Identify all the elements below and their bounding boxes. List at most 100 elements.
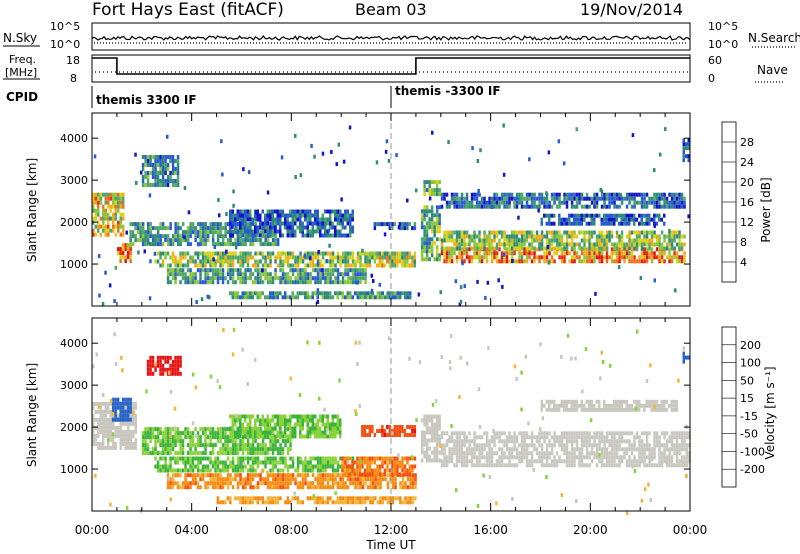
heatmap-cell [369,496,372,501]
heatmap-cell [174,183,177,187]
heatmap-cell [299,209,302,214]
heatmap-cell [396,468,399,473]
heatmap-cell [439,290,442,295]
heatmap-cell [490,230,494,235]
heatmap-cell [251,485,255,490]
heatmap-cell [154,183,157,187]
heatmap-cell [274,422,277,427]
heatmap-cell [488,234,491,239]
heatmap-cell [286,434,289,439]
heatmap-cell [455,230,459,235]
heatmap-cell [174,272,177,277]
heatmap-cell [600,246,604,251]
heatmap-cell [381,429,384,433]
heatmap-cell [435,442,439,447]
heatmap-cell [388,251,392,256]
heatmap-cell [613,213,616,218]
heatmap-cell [156,163,160,167]
heatmap-cell [211,226,215,231]
heatmap-cell [119,409,122,414]
heatmap-cell [291,460,295,465]
heatmap-cell [665,200,669,205]
heatmap-cell [211,268,215,273]
heatmap-cell [366,433,369,437]
heatmap-cell [450,439,454,444]
heatmap-cell [331,464,335,469]
heatmap-cell [231,242,235,247]
heatmap-cell [341,496,345,501]
heatmap-cell [583,217,586,222]
heatmap-cell [500,230,504,235]
heatmap-cell [583,242,586,247]
heatmap-cell [443,234,446,239]
heatmap-cell [214,485,217,490]
heatmap-cell [236,259,240,264]
heatmap-cell [176,435,180,440]
heatmap-cell [635,200,639,205]
heatmap-cell [583,255,586,260]
heatmap-cell [176,226,180,231]
heatmap-cell [251,464,255,469]
heatmap-cell [610,200,614,205]
heatmap-cell [349,233,352,238]
heatmap-cell [414,485,417,490]
heatmap-cell [226,485,230,490]
heatmap-cell [503,192,506,197]
heatmap-cell [575,255,579,260]
heatmap-cell [229,439,232,444]
heatmap-cell [321,251,325,256]
heatmap-cell [114,401,117,406]
heatmap-cell [324,280,327,285]
heatmap-cell [151,447,155,452]
heatmap-cell [159,238,162,243]
heatmap-cell [575,234,579,239]
heatmap-cell [578,221,581,226]
heatmap-cell [321,500,325,505]
heatmap-cell [465,196,469,201]
heatmap-cell [394,481,397,486]
heatmap-cell [134,421,137,426]
heatmap-cell [346,500,350,505]
heatmap-cell [284,225,287,230]
heatmap-cell [440,238,444,243]
heatmap-cell [376,468,379,473]
heatmap-cell [687,142,690,147]
heatmap-cell [520,443,524,448]
heatmap-cell [306,225,309,230]
heatmap-cell [339,430,342,435]
heatmap-cell [361,291,364,296]
heatmap-cell [144,234,147,239]
heatmap-cell [396,259,399,264]
heatmap-cell [331,221,334,226]
heatmap-cell [279,291,282,296]
heatmap-cell [548,246,551,251]
heatmap-cell [373,456,377,461]
heatmap-cell [309,430,312,435]
heatmap-cell [156,431,160,436]
heatmap-cell [114,445,117,450]
heatmap-cell [573,217,576,222]
heatmap-cell [241,468,245,473]
heatmap-cell [229,447,232,452]
heatmap-cell [239,460,242,465]
heatmap-cell [673,204,676,209]
heatmap-cell [289,477,292,482]
heatmap-cell [643,251,646,256]
heatmap-cell [196,280,200,285]
heatmap-cell [92,401,95,406]
heatmap-cell [495,251,499,256]
heatmap-cell [244,272,247,277]
heatmap-cell [475,192,479,197]
heatmap-cell [159,222,162,227]
heatmap-cell [650,200,654,205]
heatmap-cell [99,417,102,422]
heatmap-cell [259,477,262,482]
heatmap-cell [291,233,294,238]
heatmap-cell [468,234,471,239]
heatmap-cell [144,447,147,452]
heatmap-cell [396,496,400,501]
heatmap-cell [343,468,347,473]
heatmap-cell [161,171,165,175]
heatmap-cell [655,213,658,218]
heatmap-cell [309,460,312,465]
